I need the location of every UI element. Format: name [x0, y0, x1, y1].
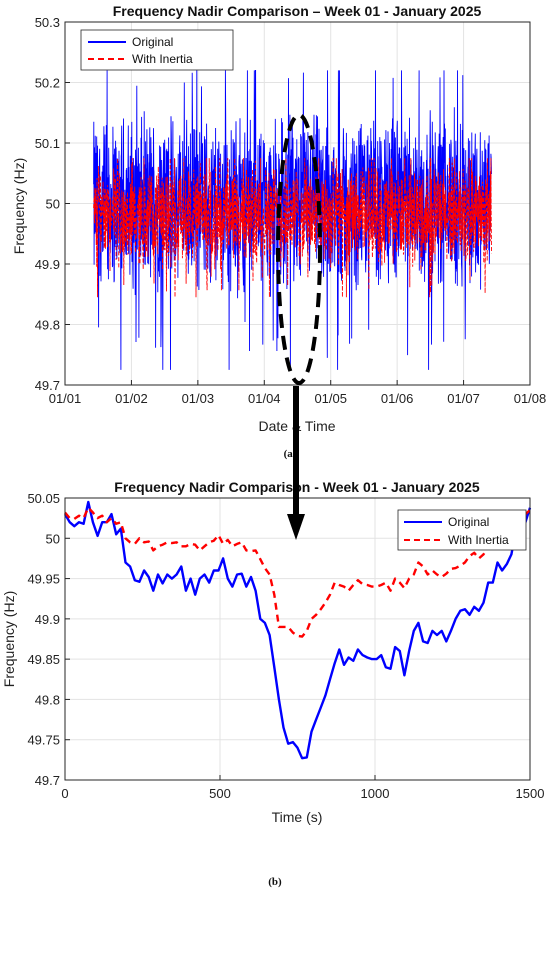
chart-b-ytick-label: 49.95	[27, 572, 60, 587]
zoom-annotation	[276, 113, 322, 540]
chart-b-ytick-label: 50	[46, 531, 60, 546]
chart-a-xtick-label: 01/07	[447, 391, 480, 406]
chart-a-frame	[64, 21, 531, 386]
chart-a-xtick-label: 01/08	[514, 391, 547, 406]
chart-a-ylabel: Frequency (Hz)	[11, 158, 27, 254]
chart-b-ytick-label: 50.05	[27, 491, 60, 506]
chart-a-legend: Original With Inertia	[80, 29, 234, 71]
chart-b-xlabel: Time (s)	[272, 809, 323, 825]
chart-b-xtick-label: 500	[209, 786, 231, 801]
chart-a-title: Frequency Nadir Comparison – Week 01 - J…	[113, 3, 482, 19]
chart-a-legend-inertia-label: With Inertia	[132, 52, 193, 66]
chart-b-xtick-label: 0	[61, 786, 68, 801]
arrow-head	[287, 514, 305, 540]
chart-b-ticks: 0 500 1000 1500 49.7 49.75 49.8 49.85 49.9 49.95 5…	[27, 491, 544, 801]
chart-b-ytick-label: 49.7	[35, 773, 60, 788]
chart-b-legend-box	[397, 509, 527, 551]
chart-b-grid	[65, 498, 530, 780]
chart-a-ytick-label: 49.9	[35, 257, 60, 272]
chart-b-series	[63, 500, 532, 760]
chart-b: 0 500 1000 1500 49.7 49.75 49.8 49.85 49.9 49.95 5…	[1, 479, 544, 888]
chart-b-ytick-label: 49.9	[35, 612, 60, 627]
chart-a-xtick-label: 01/05	[314, 391, 347, 406]
chart-a-xtick-label: 01/03	[182, 391, 215, 406]
chart-a-ytick-label: 50.3	[35, 15, 60, 30]
chart-a-xtick-label: 01/02	[115, 391, 148, 406]
chart-a-xtick-label: 01/06	[381, 391, 414, 406]
chart-b-ytick-label: 49.8	[35, 692, 60, 707]
chart-b-series-with-inertia	[64, 506, 531, 638]
chart-b-legend-inertia-label: With Inertia	[448, 533, 509, 547]
chart-a-legend-box	[80, 29, 234, 71]
chart-b-ytick-label: 49.85	[27, 652, 60, 667]
chart-b-ytick-label: 49.75	[27, 733, 60, 748]
chart-b-xtick-label: 1500	[516, 786, 545, 801]
chart-a-xtick-label: 01/04	[248, 391, 281, 406]
chart-a-ytick-label: 50.1	[35, 136, 60, 151]
chart-a-ytick-label: 50	[46, 197, 60, 212]
chart-a-ytick-label: 49.7	[35, 378, 60, 393]
chart-a-ticks: 01/01 01/02 01/03 01/04 01/05 01/06 01/07 01/08…	[35, 15, 547, 406]
chart-a-ytick-label: 49.8	[35, 318, 60, 333]
chart-b-ylabel: Frequency (Hz)	[1, 591, 17, 687]
chart-a-series	[93, 69, 492, 370]
chart-a-ytick-label: 50.2	[35, 76, 60, 91]
highlight-ellipse	[276, 113, 322, 385]
chart-b-legend-original-label: Original	[448, 515, 489, 529]
chart-a-xtick-label: 01/01	[49, 391, 82, 406]
chart-b-series-original	[63, 500, 532, 760]
panel-label-b: (b)	[268, 876, 282, 888]
chart-b-xtick-label: 1000	[361, 786, 390, 801]
chart-a-legend-original-label: Original	[132, 35, 173, 49]
chart-a-series-with-inertia	[93, 158, 492, 298]
chart-b-legend: Original With Inertia	[397, 509, 527, 551]
